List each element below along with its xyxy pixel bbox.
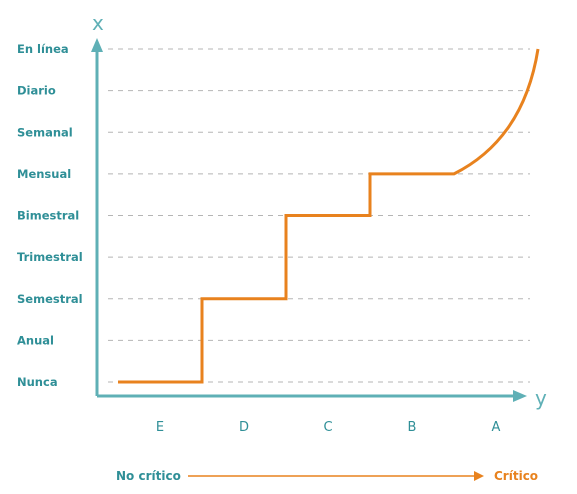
x-axis-name: y [535, 386, 547, 410]
y-tick-label: Semestral [17, 292, 83, 306]
y-tick-label: Bimestral [17, 209, 79, 223]
y-tick-label: Semanal [17, 125, 73, 139]
x-axis-arrow [513, 390, 527, 402]
category-label: C [323, 420, 332, 435]
category-label: A [492, 420, 501, 435]
category-label: D [239, 420, 249, 435]
y-axis-labels: Nunca Anual Semestral Trimestral Bimestral Me… [17, 42, 83, 389]
category-label: B [408, 420, 417, 435]
y-axis-name: x [92, 11, 104, 35]
y-tick-label: En línea [17, 42, 69, 56]
criticality-start-label: No crítico [116, 469, 181, 483]
y-tick-label: Diario [17, 84, 56, 98]
y-tick-label: Anual [17, 333, 54, 347]
criticality-end-label: Crítico [494, 469, 538, 483]
category-label: E [156, 420, 164, 435]
criticality-arrow-head [474, 471, 484, 481]
series-line [118, 48, 540, 384]
y-tick-label: Trimestral [17, 250, 83, 264]
y-tick-label: Nunca [17, 375, 58, 389]
y-axis-arrow [91, 38, 103, 52]
y-tick-label: Mensual [17, 167, 71, 181]
